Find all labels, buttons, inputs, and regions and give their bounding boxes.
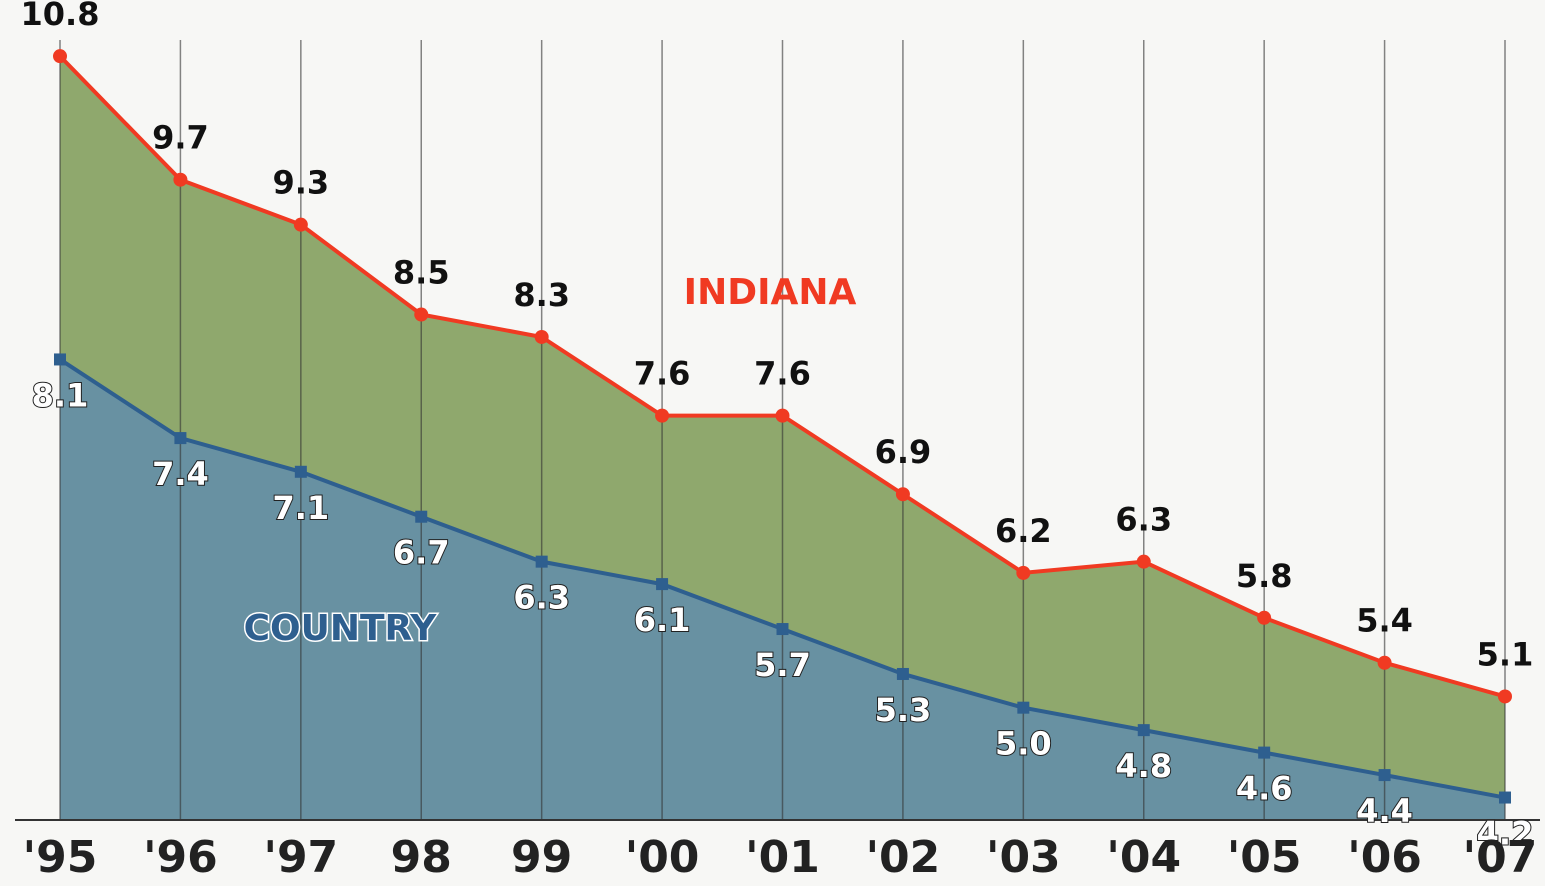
- value-label: 4.6: [1236, 770, 1293, 808]
- value-label: 6.2: [995, 512, 1052, 550]
- data-point: [1017, 701, 1030, 714]
- x-tick-label: '07: [1463, 832, 1538, 883]
- x-tick-label: 99: [511, 832, 572, 883]
- data-point: [656, 578, 669, 591]
- data-point: [1136, 554, 1151, 569]
- x-tick-label: '97: [263, 832, 338, 883]
- data-point: [535, 555, 548, 568]
- value-label: 7.6: [634, 355, 691, 393]
- data-point: [1378, 769, 1391, 782]
- value-label: 6.9: [875, 433, 932, 471]
- value-label: 5.7: [754, 646, 811, 684]
- series-name: COUNTRY: [244, 608, 438, 649]
- value-label: 7.6: [754, 355, 811, 393]
- series-name: INDIANA: [684, 272, 857, 313]
- x-tick-label: 98: [391, 832, 452, 883]
- value-label: 8.5: [393, 254, 450, 292]
- x-tick-label: '00: [625, 832, 700, 883]
- value-label: 8.1: [32, 376, 89, 414]
- data-point: [895, 487, 910, 502]
- value-label: 6.1: [634, 601, 691, 639]
- data-point: [293, 217, 308, 232]
- data-point: [54, 353, 66, 366]
- x-tick-label: '02: [866, 832, 941, 883]
- value-label: 7.4: [152, 455, 209, 493]
- value-label: 5.8: [1236, 557, 1293, 595]
- x-tick-label: '04: [1106, 832, 1181, 883]
- x-tick-label: '01: [745, 832, 820, 883]
- x-tick-label: '03: [986, 832, 1061, 883]
- x-tick-label: '05: [1227, 832, 1302, 883]
- x-tick-label: '96: [143, 832, 218, 883]
- data-point: [174, 432, 187, 445]
- data-point: [1377, 655, 1392, 670]
- data-point: [1498, 689, 1512, 704]
- data-point: [896, 667, 909, 680]
- value-label: 10.8: [21, 0, 100, 33]
- value-label: 5.4: [1356, 602, 1413, 640]
- data-point: [414, 307, 429, 322]
- x-tick-label: '06: [1347, 832, 1422, 883]
- data-point: [53, 49, 67, 64]
- data-point: [1016, 565, 1031, 580]
- data-point: [415, 510, 428, 523]
- value-label: 8.3: [513, 276, 570, 314]
- data-point: [775, 408, 790, 423]
- value-label: 6.3: [1115, 501, 1172, 539]
- value-label: 4.4: [1356, 792, 1413, 830]
- value-label: 5.0: [995, 725, 1052, 763]
- x-tick-label: '95: [23, 832, 98, 883]
- data-point: [1499, 791, 1511, 804]
- data-point: [655, 408, 670, 423]
- data-point: [1137, 724, 1150, 737]
- value-label: 5.3: [875, 691, 932, 729]
- value-label: 9.7: [152, 119, 209, 157]
- data-point: [776, 623, 789, 636]
- value-label: 7.1: [272, 489, 329, 527]
- data-point: [534, 329, 549, 344]
- value-label: 6.7: [393, 534, 450, 572]
- value-label: 5.1: [1477, 635, 1534, 673]
- value-label: 9.3: [272, 164, 329, 202]
- value-label: 6.3: [513, 579, 570, 617]
- data-point: [1257, 610, 1272, 625]
- value-label: 4.8: [1115, 747, 1172, 785]
- data-point: [294, 465, 307, 478]
- data-point: [173, 172, 188, 187]
- value-label: 4.2: [1477, 815, 1534, 853]
- data-point: [1258, 746, 1271, 759]
